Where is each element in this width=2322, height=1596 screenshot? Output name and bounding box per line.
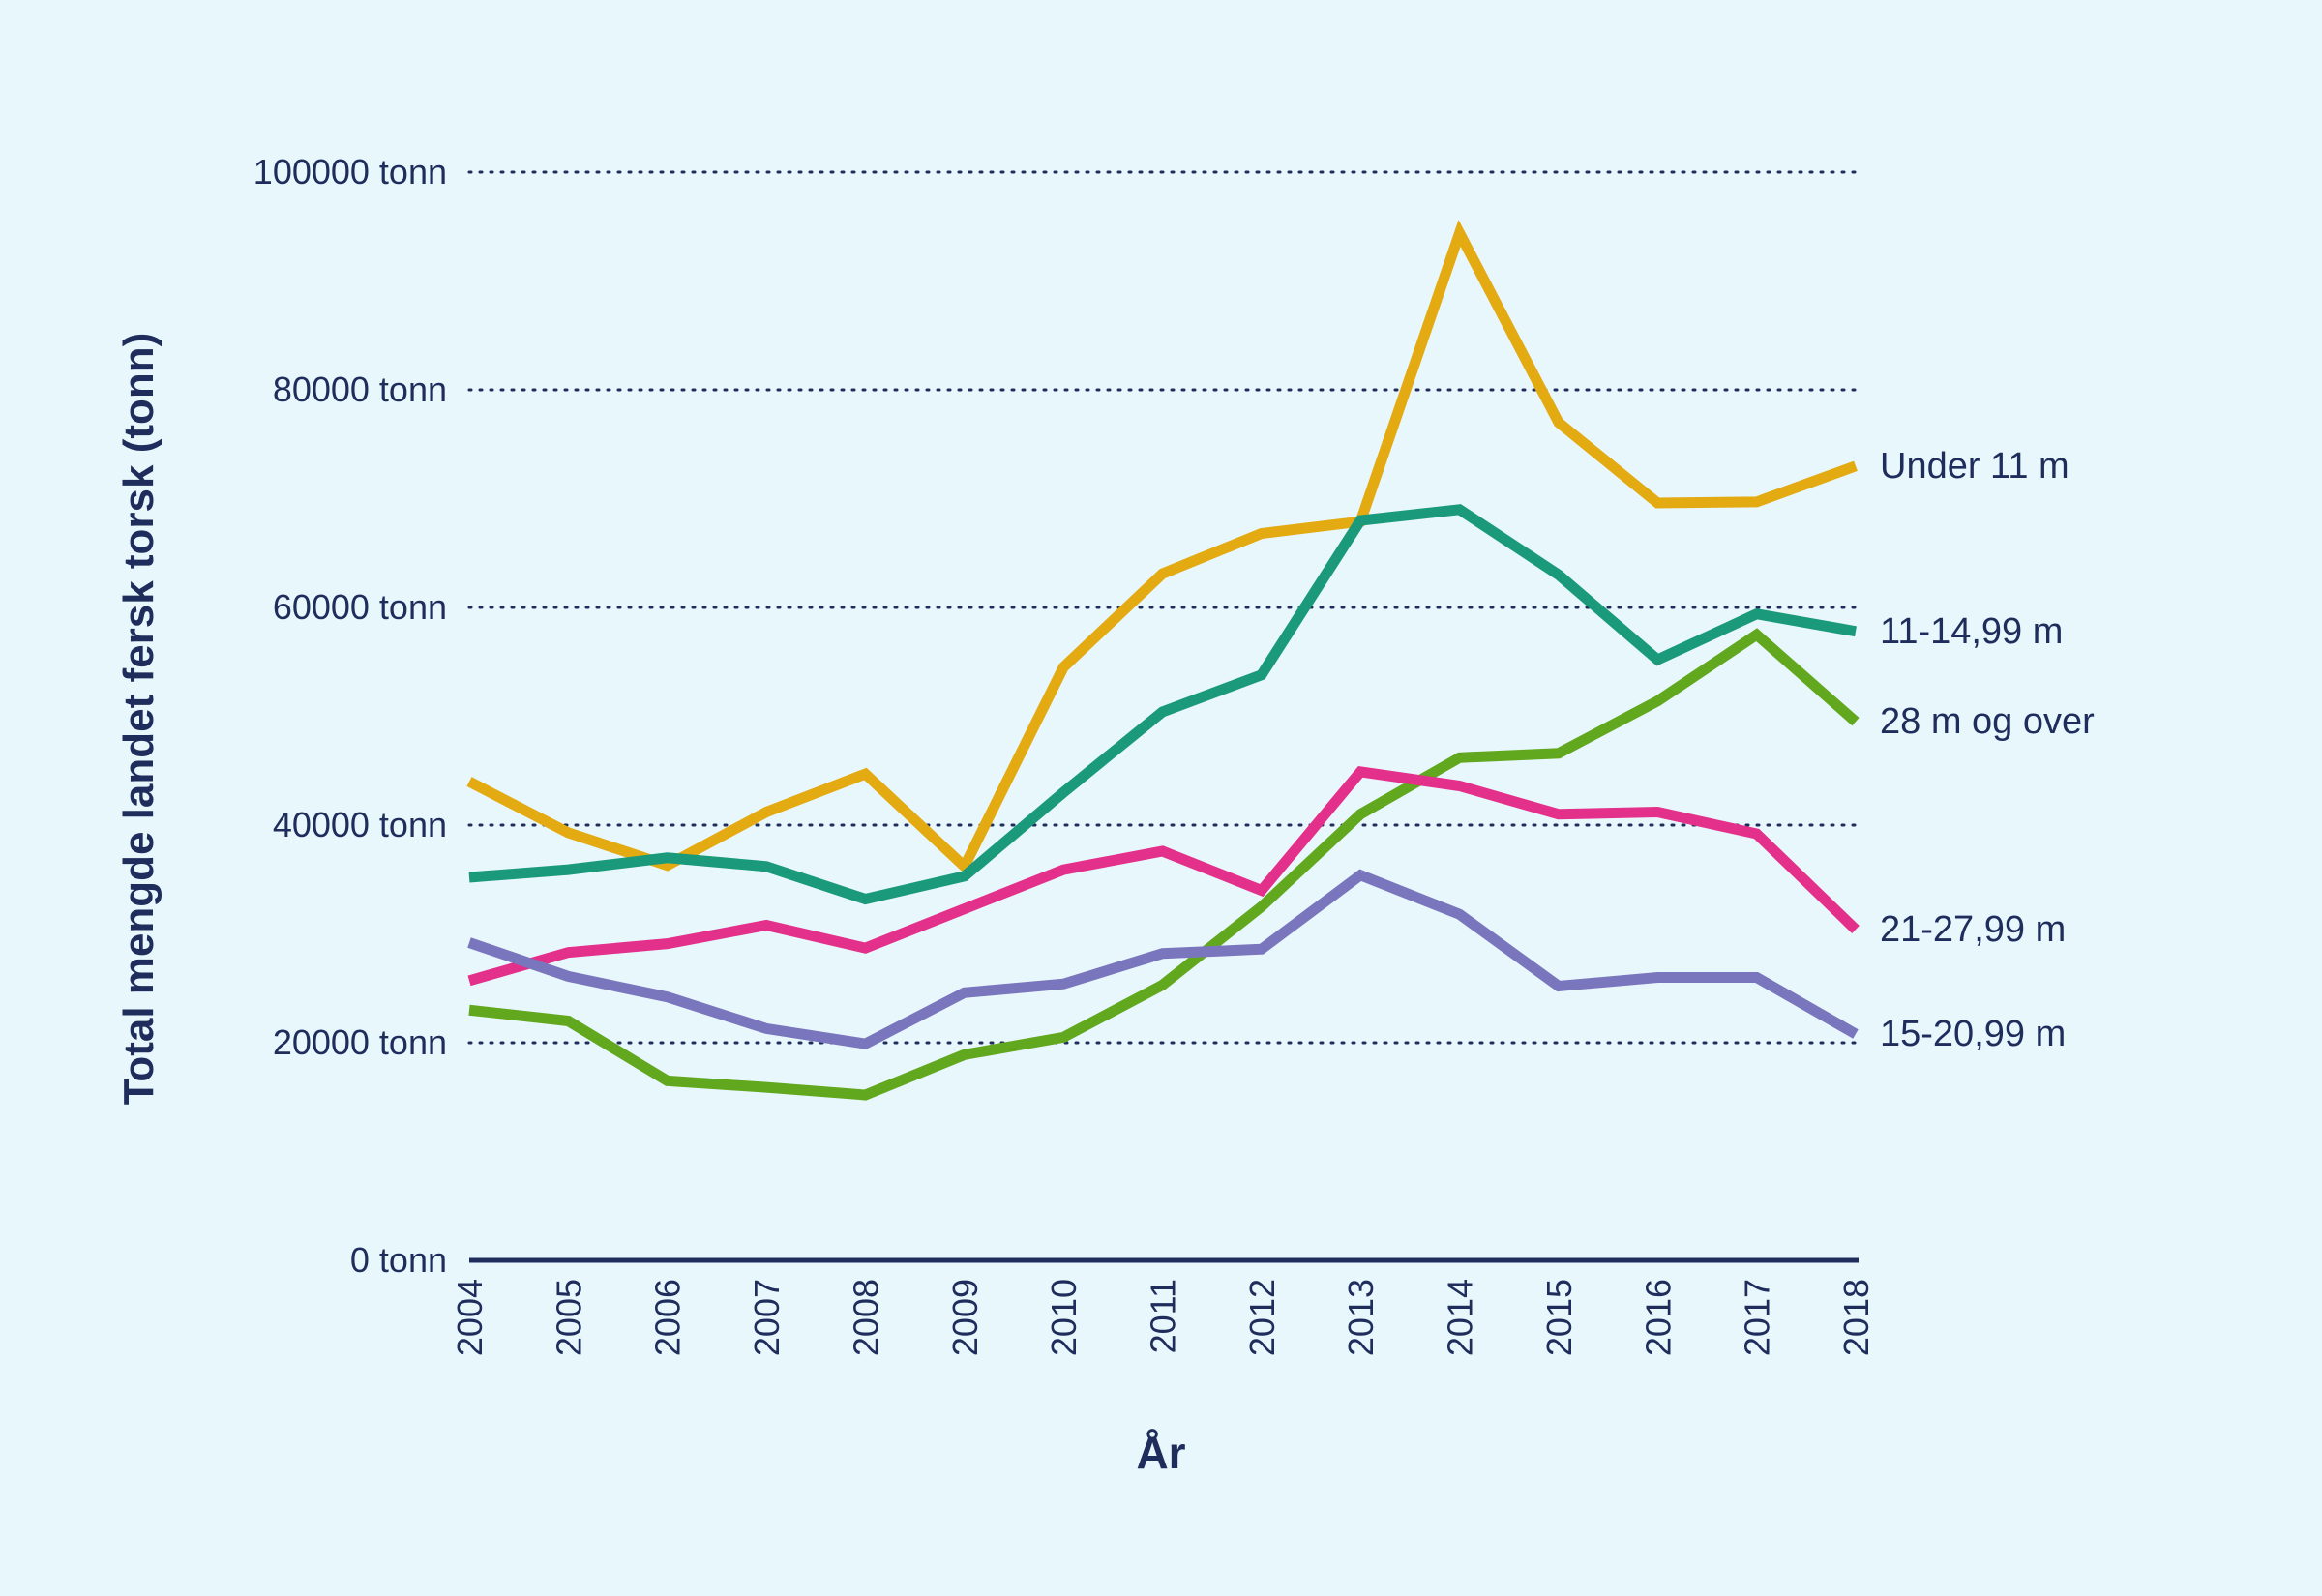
y-tick-label: 60000 tonn bbox=[273, 587, 447, 627]
series-label: 11-14,99 m bbox=[1880, 611, 2063, 652]
series-line bbox=[467, 765, 1860, 987]
y-tick-labels: 0 tonn 20000 tonn 40000 tonn 60000 tonn 8000… bbox=[253, 152, 447, 1280]
x-tick-label: 2006 bbox=[648, 1279, 688, 1356]
series-line bbox=[466, 220, 1858, 875]
gridlines bbox=[467, 170, 1858, 1045]
x-tick-label: 2015 bbox=[1539, 1279, 1579, 1356]
x-axis-title: År bbox=[1136, 1428, 1185, 1478]
y-axis-title: Total mengde landet fersk torsk (tonn) bbox=[115, 333, 163, 1106]
x-tick-label: 2016 bbox=[1638, 1279, 1678, 1356]
x-tick-label: 2008 bbox=[846, 1279, 885, 1356]
x-tick-label: 2014 bbox=[1441, 1279, 1480, 1356]
series-line bbox=[468, 628, 1860, 1101]
series-labels: Under 11 m 11-14,99 m 28 m og over 21-27,99… bbox=[1880, 446, 2095, 1054]
y-tick-label: 0 tonn bbox=[350, 1240, 447, 1280]
x-tick-label: 2007 bbox=[747, 1279, 787, 1356]
series-label: 28 m og over bbox=[1880, 701, 2095, 742]
series-label: 21-27,99 m bbox=[1880, 909, 2066, 950]
y-tick-label: 80000 tonn bbox=[273, 369, 447, 409]
x-tick-label: 2013 bbox=[1341, 1279, 1381, 1356]
x-tick-label: 2018 bbox=[1836, 1279, 1876, 1356]
x-tick-label: 2009 bbox=[945, 1279, 985, 1356]
x-tick-label: 2012 bbox=[1242, 1279, 1282, 1356]
series-lines bbox=[466, 220, 1860, 1101]
series-label: Under 11 m bbox=[1880, 446, 2069, 487]
x-tick-label: 2010 bbox=[1044, 1279, 1084, 1356]
y-tick-label: 100000 tonn bbox=[253, 152, 447, 192]
x-tick-labels: 2004 2005 2006 2007 2008 2009 2010 2011 2012 2013… bbox=[450, 1279, 1876, 1356]
x-tick-label: 2011 bbox=[1144, 1279, 1183, 1353]
x-tick-label: 2005 bbox=[549, 1279, 588, 1356]
x-tick-label: 2017 bbox=[1738, 1279, 1777, 1356]
x-tick-label: 2004 bbox=[450, 1279, 490, 1356]
y-tick-label: 40000 tonn bbox=[273, 805, 447, 844]
y-tick-label: 20000 tonn bbox=[273, 1022, 447, 1062]
series-label: 15-20,99 m bbox=[1880, 1014, 2066, 1054]
series-line bbox=[467, 869, 1859, 1049]
series-line bbox=[468, 504, 1857, 905]
